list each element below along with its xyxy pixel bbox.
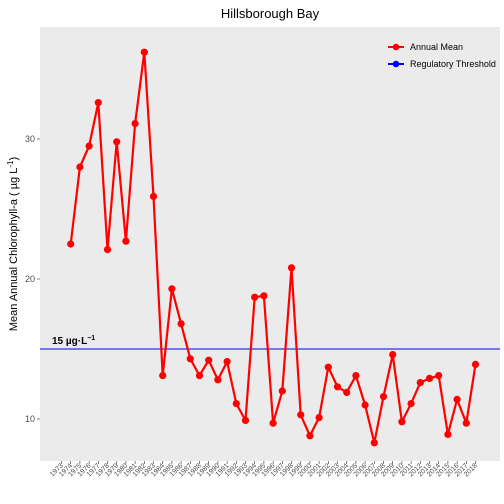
data-point-2013	[425, 374, 434, 382]
data-point-2000	[306, 432, 314, 440]
data-point-2001	[315, 414, 323, 422]
y-tick-label-20: 20	[25, 274, 35, 284]
data-point-2015	[444, 430, 452, 438]
y-tick-label-10: 10	[25, 414, 35, 424]
data-point-1987	[186, 355, 194, 363]
legend: Annual Mean Regulatory Threshold	[388, 42, 496, 69]
data-point-1977	[94, 99, 102, 107]
data-point-1995	[260, 292, 268, 300]
data-point-1993	[241, 416, 250, 424]
data-point-1991	[223, 358, 231, 366]
data-point-2004	[343, 388, 351, 396]
legend-label-regulatory-threshold: Regulatory Threshold	[410, 59, 496, 69]
legend-key-regulatory-threshold-point	[392, 60, 400, 68]
y-axis-ticks: 10 20 30	[25, 134, 40, 424]
data-point-2002	[324, 363, 332, 371]
data-point-1992	[232, 400, 240, 408]
data-point-1996	[269, 419, 277, 427]
chart-title: Hillsborough Bay	[221, 6, 320, 21]
data-point-1980	[122, 237, 130, 245]
data-point-1981	[131, 120, 139, 128]
threshold-annotation-exp: −1	[87, 335, 95, 342]
data-point-2007	[370, 439, 378, 447]
data-point-2014	[435, 372, 443, 380]
data-point-1986	[177, 320, 185, 328]
data-point-2010	[398, 418, 406, 426]
y-axis-label: Mean Annual Chlorophyll-a ( µg L-1)	[6, 157, 20, 331]
data-point-1983	[149, 192, 158, 200]
data-point-2003	[333, 383, 342, 391]
data-point-1985	[168, 285, 176, 293]
data-point-1990	[214, 376, 222, 384]
data-point-2009	[389, 351, 397, 359]
legend-key-annual-mean-point	[392, 43, 400, 51]
data-point-1976	[85, 142, 93, 150]
data-point-1998	[287, 264, 296, 272]
data-point-1984	[159, 372, 167, 380]
data-point-1994	[251, 293, 259, 301]
data-point-2005	[352, 372, 360, 380]
threshold-annotation-main: 15 µg·L	[52, 336, 87, 347]
x-axis-ticks: 1973197419751976197719781979198019811982…	[49, 461, 479, 478]
data-point-1978	[103, 246, 112, 254]
data-point-2008	[379, 393, 388, 401]
annual-mean-series	[67, 48, 480, 447]
data-point-1997	[278, 387, 286, 395]
legend-label-annual-mean: Annual Mean	[410, 42, 463, 52]
data-point-1988	[195, 372, 204, 380]
data-point-2006	[361, 401, 369, 409]
y-tick-label-30: 30	[25, 134, 35, 144]
y-axis-label-unit: µg L	[8, 168, 20, 190]
data-point-2012	[416, 379, 424, 387]
data-point-1974	[67, 240, 75, 248]
y-axis-label-exp: -1	[6, 160, 15, 168]
data-point-2016	[453, 395, 461, 403]
data-point-2017	[462, 419, 470, 427]
data-point-1979	[113, 138, 121, 146]
data-point-1999	[297, 411, 305, 419]
y-axis-label-main: Mean Annual Chlorophyll-a (	[8, 189, 20, 331]
data-point-2011	[407, 400, 415, 408]
y-axis-label-close: )	[8, 157, 20, 161]
data-point-1982	[140, 48, 148, 56]
data-point-1975	[76, 163, 84, 171]
threshold-annotation: 15 µg·L−1	[52, 335, 95, 347]
data-point-1989	[205, 356, 213, 364]
data-point-2018	[471, 360, 480, 368]
